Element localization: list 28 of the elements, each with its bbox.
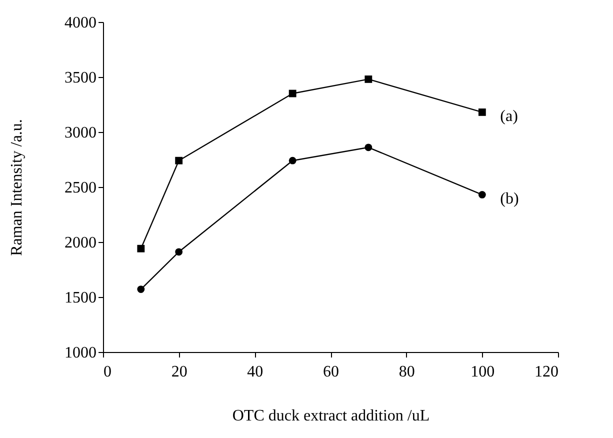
point: [288, 156, 296, 164]
x-tick-label: 20: [171, 364, 188, 380]
y-tick-label: 1500: [64, 290, 96, 306]
y-tick-label: 1000: [64, 344, 96, 362]
y-axis-title: Raman Intensity /a.u.: [8, 119, 26, 256]
x-tick-label: 80: [398, 364, 415, 380]
y-tick-label: 3000: [64, 124, 96, 142]
series-label: (b): [500, 190, 519, 208]
point: [137, 244, 145, 252]
x-tick-label: 120: [534, 364, 558, 380]
point: [137, 286, 145, 293]
point: [478, 191, 486, 198]
series-label: (a): [500, 108, 518, 126]
x-tick-label: 100: [470, 364, 495, 380]
point: [175, 156, 183, 164]
point: [478, 108, 486, 116]
y-tick-label: 3500: [64, 70, 96, 86]
y-tick-label: 2000: [64, 234, 96, 252]
x-tick-label: 60: [323, 364, 339, 380]
x-tick-label: 0: [104, 364, 112, 380]
point: [175, 248, 183, 256]
y-tick-label: 4000: [64, 14, 96, 32]
point: [364, 144, 372, 152]
x-tick-label: 40: [247, 364, 264, 380]
point: [288, 90, 296, 98]
point: [364, 75, 372, 83]
y-tick-label: 2500: [64, 180, 96, 196]
x-axis-title: OTC duck extract addition /uL: [232, 408, 430, 424]
